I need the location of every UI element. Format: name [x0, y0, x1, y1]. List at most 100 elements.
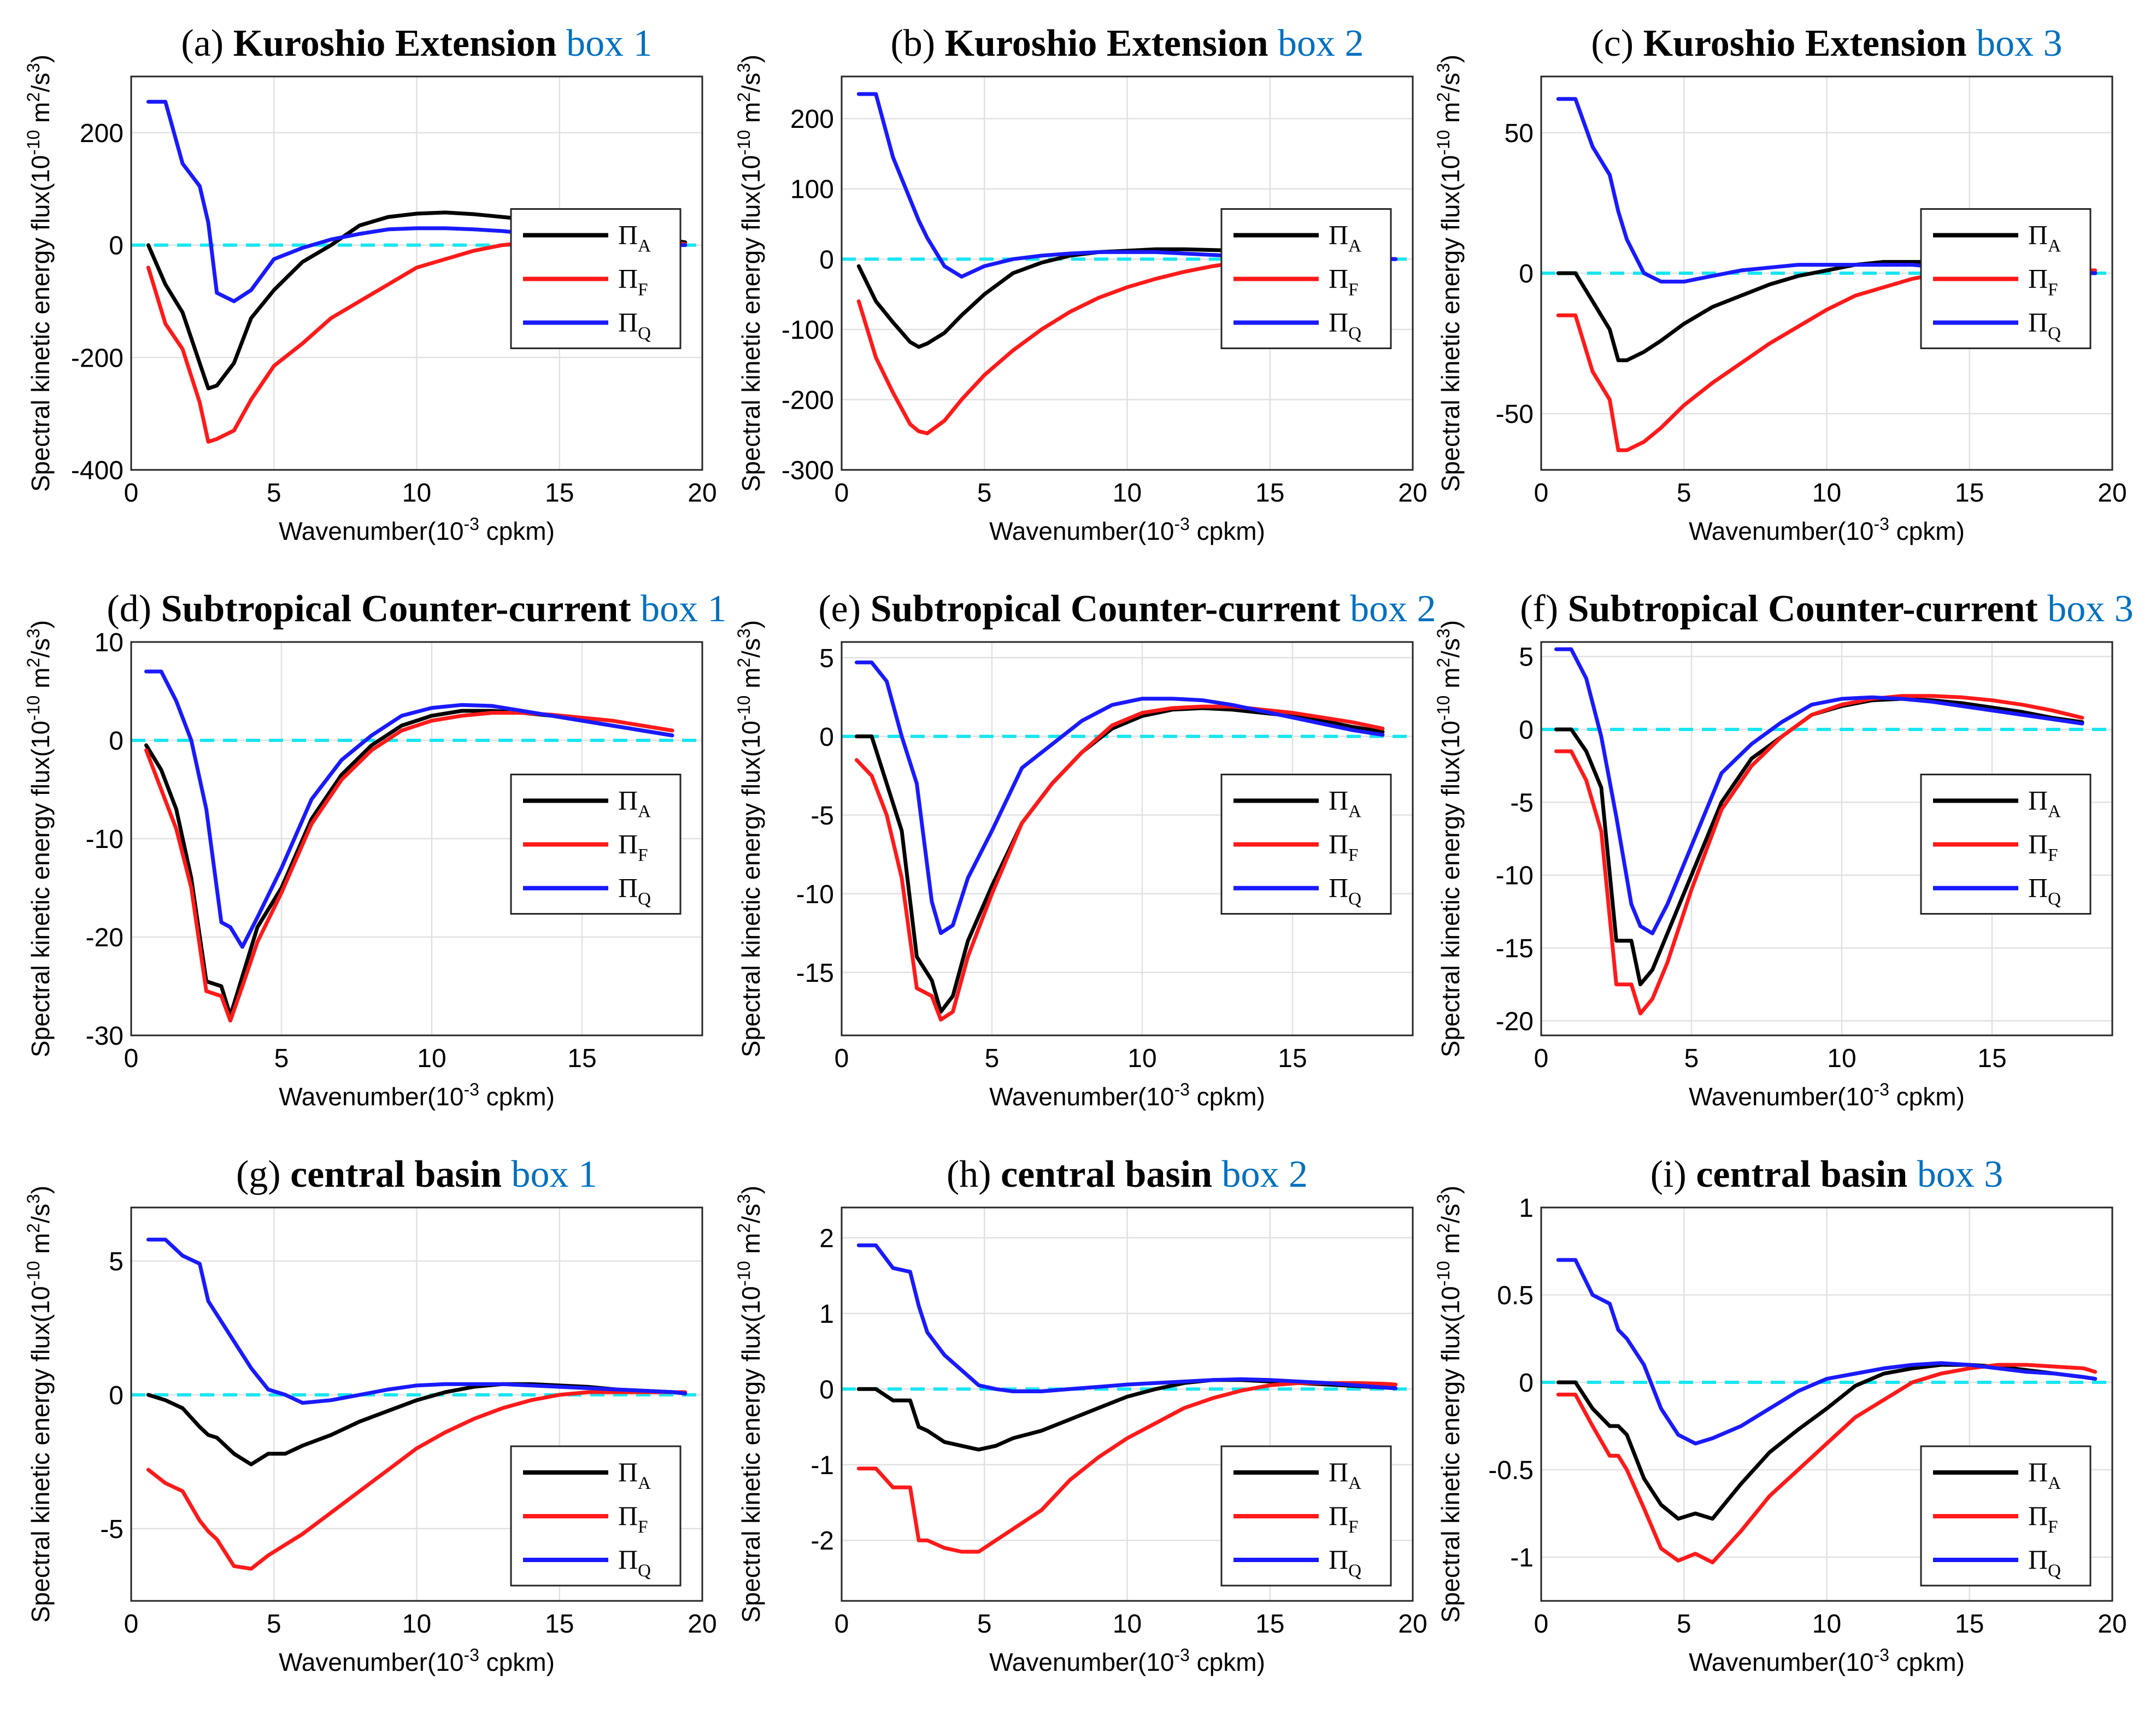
y-label-exponent: -10 — [1434, 130, 1453, 155]
x-tick-label: 15 — [1278, 1044, 1307, 1073]
box-label: box 2 — [1268, 22, 1364, 64]
legend-subscript: A — [638, 802, 651, 822]
y-axis-label: Spectral kinetic energy flux(10-10 m2/s3… — [24, 1186, 55, 1623]
legend-subscript: A — [2048, 237, 2061, 256]
y-tick-label: -10 — [1496, 862, 1534, 891]
x-tick-label: 5 — [977, 1610, 992, 1639]
legend-symbol: Π — [618, 1500, 638, 1531]
series-line-PiF — [1554, 694, 2084, 1016]
x-label-text: cpkm) — [1889, 517, 1965, 545]
panel-b: (b) Kuroshio Extension box 20 5 10 15 20-300… — [734, 22, 1427, 545]
legend-label-PiA: ΠA — [1329, 220, 1361, 256]
region-name: central basin — [1001, 1153, 1212, 1195]
x-tick-label: 20 — [2098, 479, 2126, 508]
box-label: box 1 — [557, 22, 653, 64]
y-label-text: m — [737, 1233, 765, 1261]
panel-d: (d) Subtropical Counter-current box 1 0 5 1… — [24, 588, 727, 1111]
panel-title: (e) Subtropical Counter-current box 2 — [818, 588, 1436, 630]
x-axis-label: Wavenumber(10-3 cpkm) — [279, 1645, 555, 1676]
x-tick-label: 0 — [124, 1610, 139, 1639]
x-tick-label: 0 — [1534, 1044, 1549, 1073]
legend-subscript: Q — [638, 1561, 651, 1581]
y-label-exponent: 2 — [1434, 658, 1453, 668]
x-tick-label: 5 — [267, 479, 281, 508]
legend-symbol: Π — [2028, 307, 2048, 338]
x-tick-label: 10 — [417, 1044, 446, 1073]
legend-symbol: Π — [1329, 873, 1348, 903]
y-label-text: Spectral kinetic energy flux(10 — [737, 1286, 765, 1623]
series-line-PiQ — [1554, 647, 2084, 935]
legend-label-PiA: ΠA — [2028, 785, 2061, 822]
x-label-text: Wavenumber(10 — [1689, 517, 1873, 545]
panel-c: (c) Kuroshio Extension box 3 0 5 10 15 20 -50 0… — [1434, 22, 2127, 545]
y-axis-label: Spectral kinetic energy flux(10-10 m2/s3… — [1434, 55, 1465, 492]
box-label: box 3 — [1907, 1153, 2003, 1195]
y-label-text: m — [737, 102, 765, 130]
legend-subscript: A — [1348, 237, 1361, 256]
x-tick-label: 10 — [402, 1610, 431, 1639]
legend-subscript: A — [638, 1474, 651, 1493]
y-tick-label: -15 — [1496, 934, 1534, 963]
panel-g: (g) central basin box 1 0 5 10 15 20 -5 0 5 Waven… — [24, 1153, 717, 1676]
x-tick-label: 5 — [1677, 479, 1691, 508]
box-label: box 1 — [502, 1153, 597, 1195]
x-tick-label: 10 — [1113, 479, 1142, 508]
panel-title: (h) central basin box 2 — [947, 1153, 1308, 1195]
y-label-text: /s — [737, 638, 765, 658]
x-tick-label: 10 — [1827, 1044, 1856, 1073]
y-label-text: /s — [26, 638, 55, 658]
y-label-exponent: -10 — [734, 1261, 754, 1286]
legend-subscript: F — [2048, 280, 2058, 300]
panel-label: (i) — [1650, 1153, 1696, 1195]
series-line-PiQ — [146, 1238, 688, 1405]
y-label-text: ) — [26, 55, 55, 63]
y-label-exponent: 2 — [1434, 92, 1453, 102]
y-tick-label: -100 — [782, 316, 834, 345]
y-tick-label: 200 — [80, 119, 124, 148]
y-label-exponent: -10 — [1434, 1261, 1453, 1286]
x-label-text: Wavenumber(10 — [1689, 1648, 1873, 1676]
y-tick-label: -20 — [86, 923, 124, 952]
region-name: Subtropical Counter-current — [1568, 588, 2038, 630]
x-label-text: cpkm) — [1889, 1648, 1965, 1676]
legend-label-PiF: ΠF — [1329, 829, 1358, 865]
legend-label-PiF: ΠF — [618, 829, 648, 865]
x-tick-label: 20 — [688, 479, 716, 508]
box-label: box 3 — [2038, 588, 2134, 630]
y-label-exponent: -10 — [1434, 696, 1453, 721]
x-tick-label: 0 — [835, 1044, 849, 1073]
y-label-exponent: 3 — [1434, 628, 1453, 638]
panel-label: (h) — [947, 1153, 1001, 1195]
x-label-text: cpkm) — [1889, 1082, 1965, 1111]
legend-label-PiQ: ΠQ — [1329, 1544, 1361, 1581]
x-tick-label: 10 — [1113, 1610, 1142, 1639]
x-tick-label: 15 — [545, 1610, 574, 1639]
y-label-text: ) — [1436, 1186, 1465, 1194]
box-label: box 3 — [1967, 22, 2063, 64]
legend-label-PiQ: ΠQ — [1329, 873, 1361, 909]
y-axis-label: Spectral kinetic energy flux(10-10 m2/s3… — [24, 55, 55, 492]
plot-frame — [130, 641, 703, 1036]
y-tick-label: 0 — [1519, 716, 1534, 745]
y-label-text: ) — [1436, 55, 1465, 63]
x-tick-label: 5 — [1677, 1610, 1691, 1639]
y-label-text: Spectral kinetic energy flux(10 — [26, 155, 55, 492]
panel-label: (g) — [236, 1153, 290, 1195]
y-label-text: /s — [737, 1204, 765, 1223]
plot-frame — [1540, 641, 2113, 1036]
y-label-exponent: 3 — [24, 1194, 43, 1204]
x-tick-label: 0 — [835, 1610, 849, 1639]
legend-symbol: Π — [618, 263, 638, 294]
legend-subscript: A — [1348, 802, 1361, 822]
x-label-text: Wavenumber(10 — [989, 1648, 1174, 1676]
legend: Π A ΠF ΠQ — [1220, 774, 1392, 915]
legend-symbol: Π — [618, 829, 638, 859]
y-tick-label: 100 — [790, 175, 834, 204]
y-label-exponent: 3 — [734, 628, 754, 638]
legend-label-PiF: ΠF — [2028, 829, 2058, 865]
panel-label: (a) — [181, 22, 233, 64]
x-tick-label: 15 — [567, 1044, 596, 1073]
x-label-exponent: -3 — [1873, 1080, 1889, 1099]
series-line-PiQ — [144, 669, 674, 949]
